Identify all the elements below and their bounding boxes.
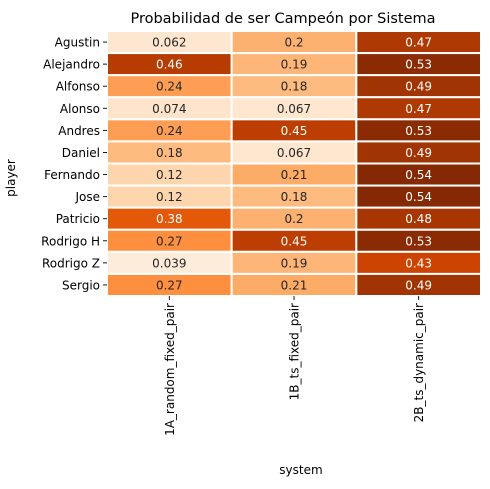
cell-value-label: 0.18 (156, 146, 183, 160)
cell-value-label: 0.074 (152, 102, 186, 116)
cell-value-label: 0.24 (156, 80, 183, 94)
chart-title: Probabilidad de ser Campeón por Sistema (130, 11, 435, 27)
cell-value-label: 0.53 (405, 58, 432, 72)
cell-value-label: 0.54 (405, 190, 432, 204)
cell-value-label: 0.49 (405, 80, 432, 94)
y-tick-label: Daniel (62, 146, 100, 160)
y-tick-label: Patricio (56, 212, 100, 226)
cell-value-label: 0.12 (156, 190, 183, 204)
cell-value-label: 0.21 (281, 278, 308, 292)
x-tick-label: 1B_ts_fixed_pair (288, 303, 302, 400)
y-tick-label: Sergio (62, 278, 100, 292)
cell-value-label: 0.062 (152, 36, 186, 50)
cell-value-label: 0.18 (281, 190, 308, 204)
x-axis-ticks: 1A_random_fixed_pair 1B_ts_fixed_pair 2B_t… (163, 296, 426, 436)
cell-value-label: 0.48 (405, 212, 432, 226)
cell-value-label: 0.2 (284, 36, 303, 50)
cell-value-label: 0.46 (156, 58, 183, 72)
cell-value-label: 0.039 (152, 256, 186, 270)
y-tick-label: Alfonso (56, 80, 100, 94)
y-tick-label: Rodrigo Z (42, 256, 100, 270)
x-tick-label: 2B_ts_dynamic_pair (412, 303, 426, 422)
heatmap-cell-labels: 0.062 0.2 0.47 0.46 0.19 0.53 0.24 0.18 0.49 0.07… (152, 36, 432, 293)
cell-value-label: 0.2 (284, 212, 303, 226)
cell-value-label: 0.45 (281, 234, 308, 248)
y-tick-label: Jose (74, 190, 100, 204)
y-axis-ticks: Agustin Alejandro Alfonso Alonso Andres Danie… (41, 36, 107, 292)
cell-value-label: 0.19 (281, 58, 308, 72)
cell-value-label: 0.067 (277, 102, 311, 116)
y-tick-label: Fernando (44, 168, 100, 182)
cell-value-label: 0.43 (405, 256, 432, 270)
cell-value-label: 0.38 (156, 212, 183, 226)
cell-value-label: 0.49 (405, 146, 432, 160)
cell-value-label: 0.45 (281, 124, 308, 138)
y-tick-label: Agustin (55, 36, 100, 50)
cell-value-label: 0.53 (405, 234, 432, 248)
cell-value-label: 0.19 (281, 256, 308, 270)
cell-value-label: 0.21 (281, 168, 308, 182)
cell-value-label: 0.067 (277, 146, 311, 160)
cell-value-label: 0.54 (405, 168, 432, 182)
cell-value-label: 0.49 (405, 278, 432, 292)
cell-value-label: 0.18 (281, 80, 308, 94)
cell-value-label: 0.53 (405, 124, 432, 138)
cell-value-label: 0.47 (405, 102, 432, 116)
x-tick-label: 1A_random_fixed_pair (163, 303, 177, 436)
cell-value-label: 0.27 (156, 278, 183, 292)
cell-value-label: 0.12 (156, 168, 183, 182)
y-tick-label: Rodrigo H (41, 234, 100, 248)
cell-value-label: 0.47 (405, 36, 432, 50)
y-tick-label: Andres (58, 124, 100, 138)
cell-value-label: 0.27 (156, 234, 183, 248)
y-tick-label: Alejandro (43, 58, 100, 72)
cell-value-label: 0.24 (156, 124, 183, 138)
y-tick-label: Alonso (60, 102, 100, 116)
y-axis-label: player (4, 159, 18, 197)
x-axis-label: system (279, 463, 322, 477)
